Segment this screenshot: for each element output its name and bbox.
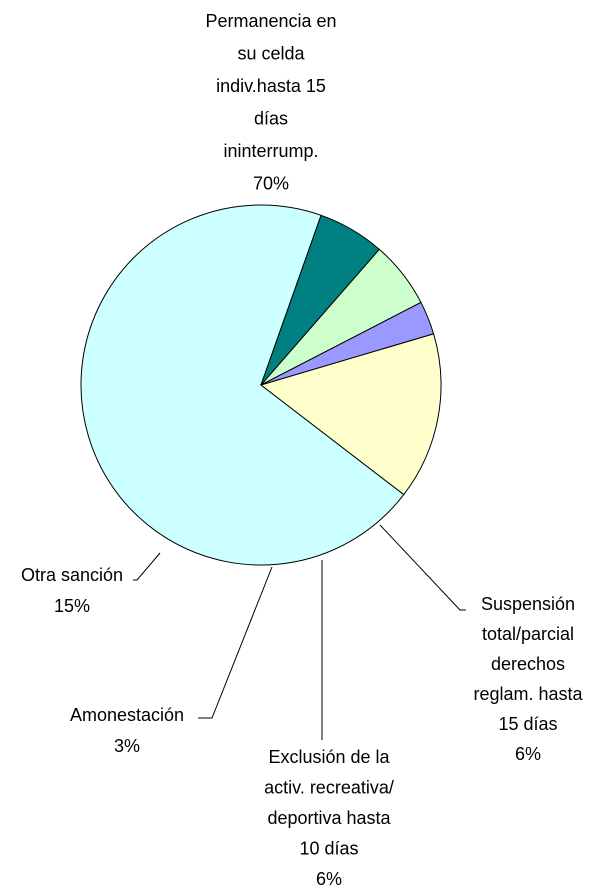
slice-label: activ. recreativa/ — [264, 777, 394, 797]
slice-label: 10 días — [299, 838, 358, 858]
leader-line — [379, 524, 466, 611]
value-label: 6% — [316, 869, 342, 889]
slice-label: total/parcial — [482, 624, 574, 644]
value-label: 3% — [114, 736, 140, 756]
slice-label: días — [254, 108, 288, 128]
leader-line — [133, 552, 161, 581]
slice-label: Suspensión — [481, 594, 575, 614]
slice-label: derechos — [491, 654, 565, 674]
slice-label: reglam. hasta — [473, 684, 583, 704]
slice-label: 15 días — [498, 714, 557, 734]
leader-line — [198, 566, 273, 719]
pie-slice — [259, 333, 442, 496]
pie-slice — [80, 204, 405, 566]
slice-label: su celda — [237, 43, 305, 63]
value-label: 15% — [54, 596, 90, 616]
slice-label: ininterrump. — [223, 141, 318, 161]
slice-label: Amonestación — [70, 705, 184, 725]
value-label: 70% — [253, 173, 289, 193]
slice-label: indiv.hasta 15 — [216, 76, 326, 96]
slice-label: Otra sanción — [21, 565, 123, 585]
slice-label: deportiva hasta — [267, 808, 391, 828]
value-label: 6% — [515, 744, 541, 764]
slice-label: Permanencia en — [205, 11, 336, 31]
slice-label: Exclusión de la — [268, 747, 390, 767]
